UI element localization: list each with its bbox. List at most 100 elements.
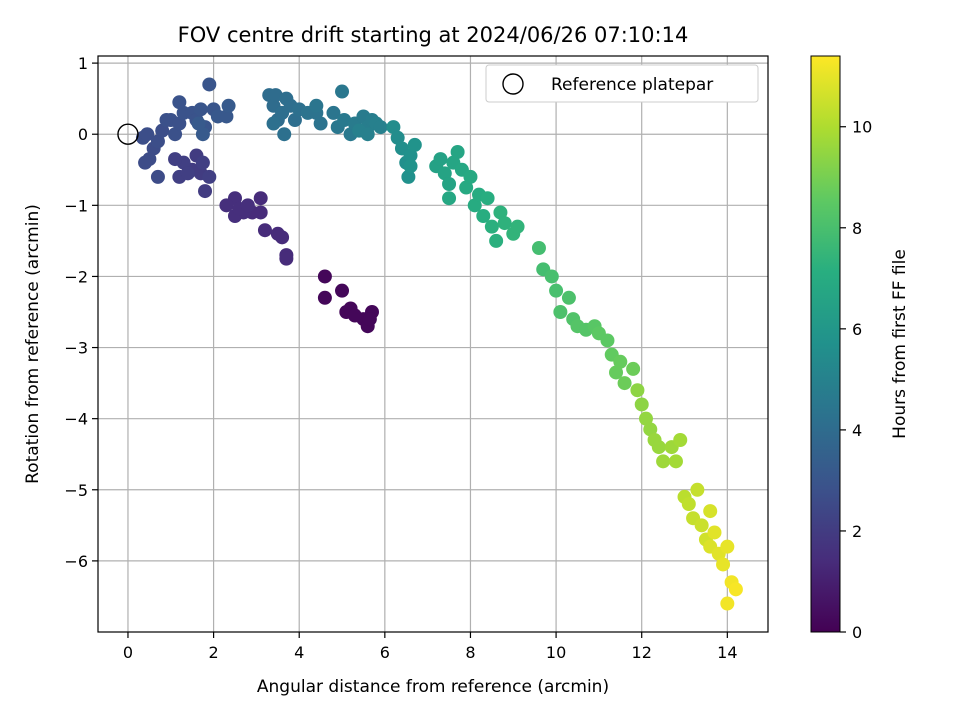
data-point <box>497 216 512 231</box>
data-point <box>703 504 718 519</box>
data-point <box>437 166 452 181</box>
data-point <box>219 198 234 213</box>
data-point <box>651 440 666 455</box>
data-point <box>609 365 624 380</box>
reference-marker <box>117 123 139 145</box>
data-point <box>266 116 281 131</box>
data-point <box>193 102 208 117</box>
data-point <box>202 169 217 184</box>
data-point <box>463 169 478 184</box>
x-tick-label: 12 <box>632 643 652 662</box>
data-point <box>155 123 170 138</box>
data-point <box>407 137 422 152</box>
data-point <box>694 518 709 533</box>
colorbar-tick-label: 4 <box>852 421 862 440</box>
data-point <box>480 191 495 206</box>
data-point <box>191 116 206 131</box>
data-point <box>634 397 649 412</box>
data-point <box>335 283 350 298</box>
data-point <box>360 127 375 142</box>
colorbar-tick-label: 6 <box>852 320 862 339</box>
y-tick-label: −6 <box>64 552 88 571</box>
data-point <box>442 177 457 191</box>
data-point <box>198 184 213 199</box>
x-axis-label: Angular distance from reference (arcmin) <box>257 677 609 697</box>
y-tick-label: −3 <box>64 339 88 358</box>
data-point <box>459 180 474 195</box>
data-point <box>253 191 268 206</box>
data-point <box>720 539 735 554</box>
data-point <box>433 152 448 167</box>
data-point <box>257 223 272 238</box>
data-point <box>668 454 683 469</box>
legend-marker <box>502 73 524 95</box>
y-tick-label: 1 <box>78 54 88 73</box>
y-axis-ticks: 1 0 −1 −2 −3 −4 −5 −6 <box>64 54 98 571</box>
data-point <box>643 422 658 437</box>
data-point <box>690 482 705 497</box>
data-point <box>150 134 165 149</box>
data-point <box>326 105 341 120</box>
data-point <box>493 205 508 220</box>
data-point <box>386 120 401 135</box>
data-point <box>484 219 499 234</box>
data-point <box>544 269 559 284</box>
x-tick-label: 0 <box>123 643 133 662</box>
colorbar-label: Hours from first FF file <box>890 249 910 439</box>
chart-title: FOV centre drift starting at 2024/06/26 … <box>178 23 689 47</box>
data-point <box>401 169 416 184</box>
legend-box <box>485 64 759 103</box>
data-point <box>168 127 183 142</box>
reference-point <box>117 123 139 145</box>
x-tick-label: 6 <box>380 643 390 662</box>
y-tick-label: −4 <box>64 410 88 429</box>
data-point <box>467 198 482 213</box>
data-point <box>390 130 405 145</box>
data-point <box>553 305 568 319</box>
x-tick-label: 2 <box>208 643 218 662</box>
data-point <box>510 219 525 234</box>
y-tick-label: −2 <box>64 267 88 286</box>
data-point <box>195 127 210 142</box>
data-point <box>279 251 294 266</box>
data-point <box>347 308 362 323</box>
data-point <box>626 361 641 376</box>
legend: Reference platepar <box>485 64 759 103</box>
data-point <box>202 77 217 92</box>
x-tick-label: 4 <box>294 643 304 662</box>
data-point <box>638 411 653 426</box>
data-point <box>720 596 735 611</box>
data-point <box>613 354 628 369</box>
colorbar <box>810 55 841 633</box>
data-point <box>219 109 234 124</box>
y-axis-label: Rotation from reference (arcmin) <box>23 204 43 484</box>
data-point <box>277 127 292 142</box>
data-point <box>140 127 155 142</box>
colorbar-ticks: 0 2 4 6 8 10 <box>840 118 872 642</box>
x-tick-label: 14 <box>717 643 737 662</box>
data-point <box>707 525 722 540</box>
x-tick-label: 10 <box>546 643 566 662</box>
colorbar-tick-label: 2 <box>852 522 862 541</box>
plot-frame <box>97 55 769 633</box>
data-point <box>317 269 332 284</box>
data-point <box>673 433 688 447</box>
data-point <box>681 497 696 511</box>
data-point <box>337 113 352 127</box>
data-points <box>135 77 743 611</box>
data-point <box>270 226 285 241</box>
data-point <box>313 116 328 131</box>
y-tick-label: −5 <box>64 481 88 500</box>
data-point <box>549 283 564 298</box>
data-point <box>335 84 350 99</box>
data-point <box>138 155 153 170</box>
data-point <box>561 290 576 305</box>
x-axis-ticks: 0 2 4 6 8 10 12 14 <box>123 632 738 662</box>
data-point <box>442 191 457 206</box>
data-point <box>600 333 615 348</box>
data-point <box>403 159 418 174</box>
data-point <box>531 241 546 255</box>
data-point <box>287 113 302 127</box>
data-point <box>728 582 743 597</box>
